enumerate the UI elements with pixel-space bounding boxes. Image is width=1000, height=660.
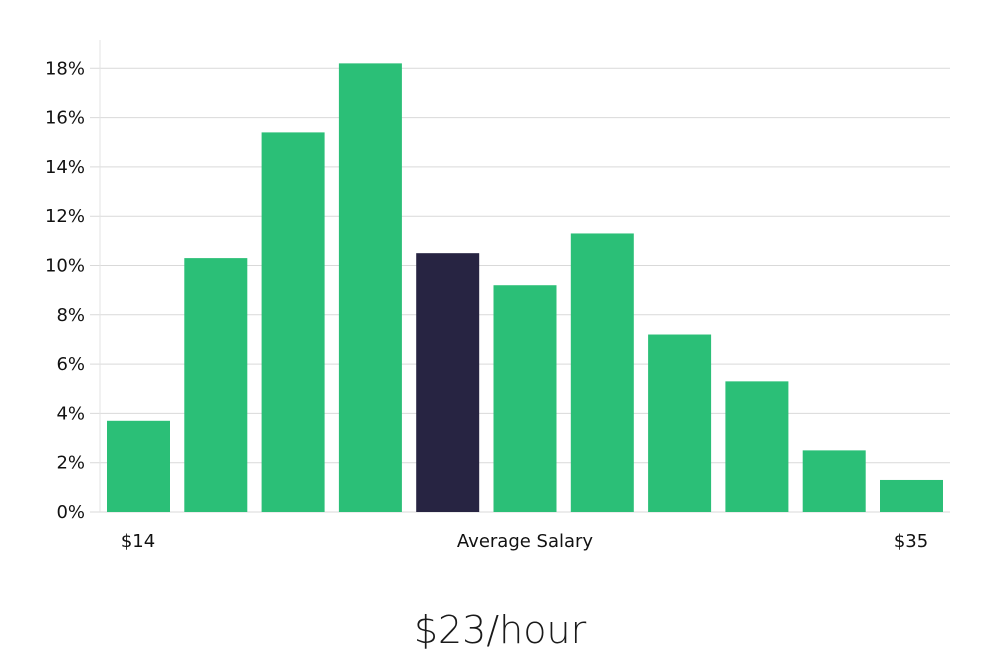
y-tick-label: 6% (56, 354, 85, 375)
bar (725, 381, 789, 512)
y-tick-label: 10% (45, 256, 85, 277)
bar (880, 479, 943, 512)
y-tick-label: 0% (56, 502, 85, 523)
bar (802, 450, 866, 512)
average-salary-value: $23/hour (413, 608, 587, 652)
bar (648, 334, 712, 512)
x-label-max: $35 (894, 531, 928, 552)
x-label-min: $14 (121, 531, 155, 552)
y-tick-label: 2% (56, 453, 85, 474)
y-tick-label: 8% (56, 305, 85, 326)
bar (261, 132, 325, 512)
bar (338, 63, 402, 513)
bar (107, 420, 170, 512)
bar (184, 258, 248, 512)
x-label-average: Average Salary (457, 531, 594, 552)
y-tick-label: 12% (45, 206, 85, 227)
y-tick-label: 14% (45, 157, 85, 178)
bar-average-highlight (416, 253, 480, 513)
salary-histogram-chart: 0% 2% 4% 6% 8% 10% 12% 14% 16% 18% $14 Average Sa… (45, 40, 950, 552)
bar (493, 285, 557, 512)
bars-group (107, 63, 943, 513)
y-axis-ticks: 0% 2% 4% 6% 8% 10% 12% 14% 16% 18% (45, 58, 85, 523)
y-tick-label: 18% (45, 58, 85, 79)
bar (570, 233, 634, 512)
y-tick-label: 16% (45, 108, 85, 129)
y-tick-label: 4% (56, 403, 85, 424)
